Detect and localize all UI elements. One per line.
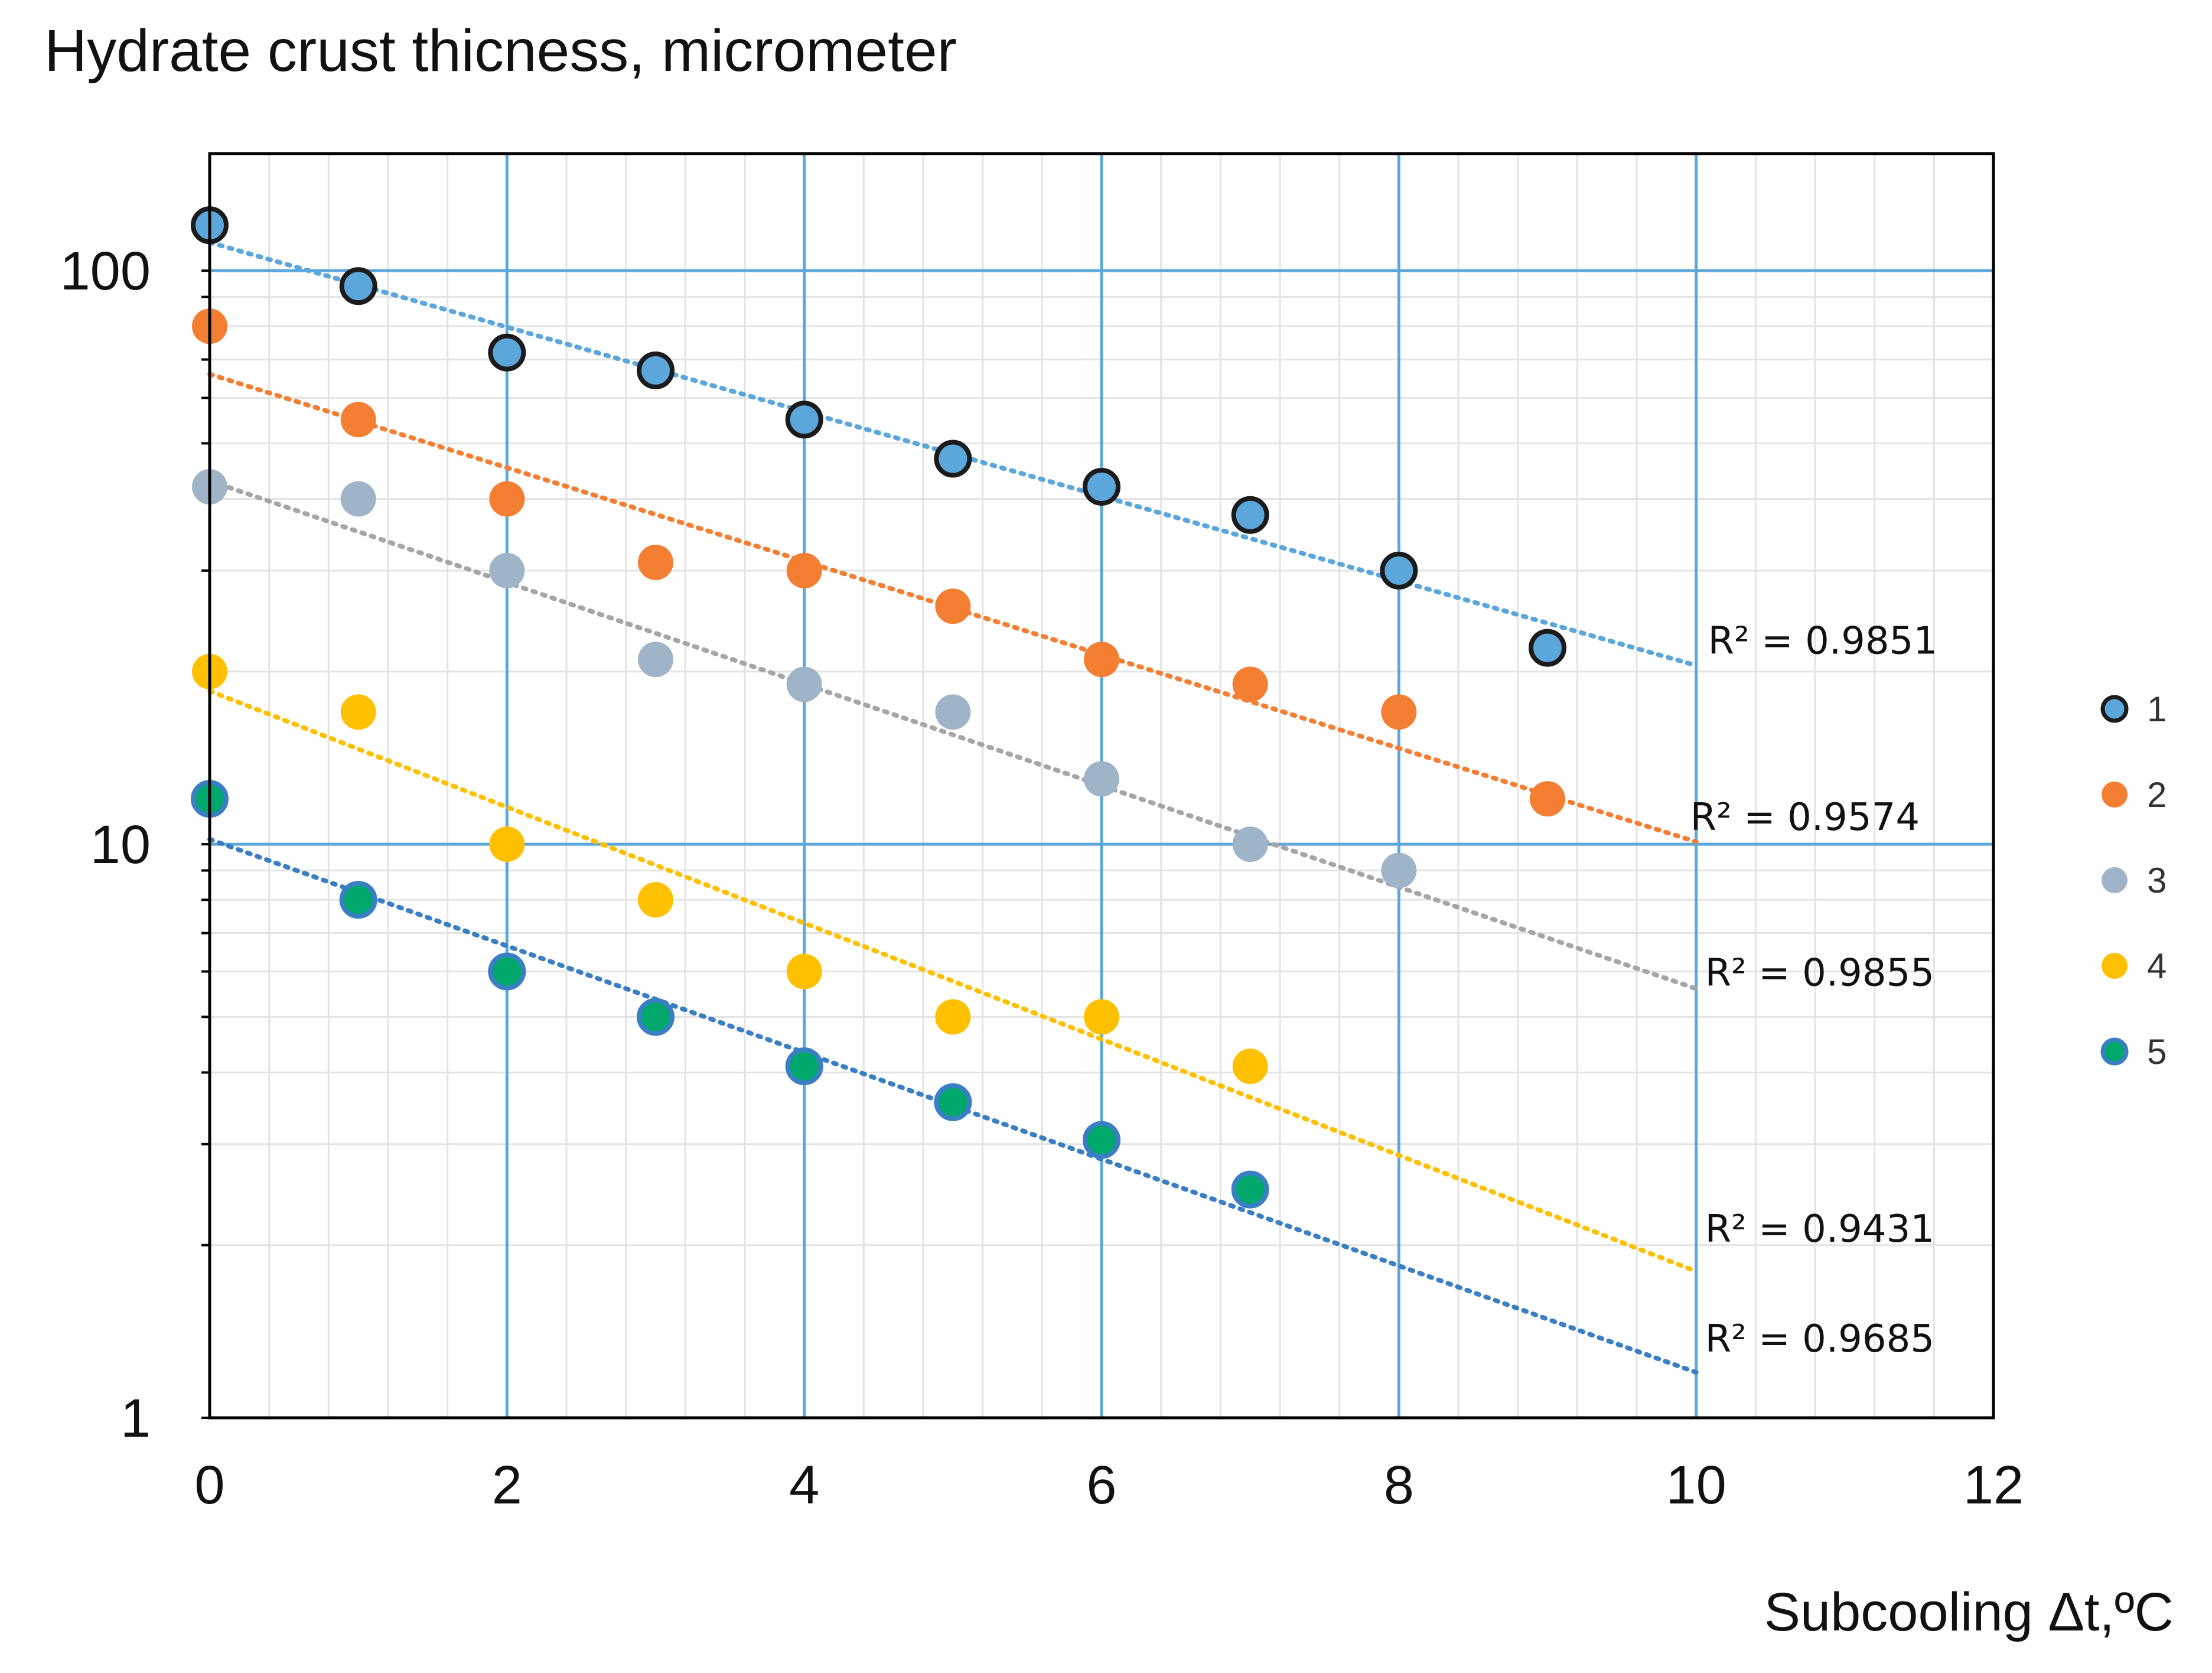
data-point-series-3: [1084, 761, 1119, 797]
r2-label-series-3: R² = 0.9855: [1705, 952, 1934, 995]
x-tick-label: 6: [1086, 1455, 1116, 1515]
data-point-series-5: [934, 1083, 972, 1121]
x-axis-label: Subcooling Δt,ºC: [1764, 1582, 2174, 1642]
legend-marker-series-2: [2102, 782, 2128, 808]
legend-label-series-1: 1: [2147, 689, 2167, 729]
data-point-series-4: [340, 694, 376, 730]
data-point-series-3: [786, 666, 822, 702]
data-point-series-1: [1380, 551, 1418, 590]
data-point-series-2: [638, 545, 673, 581]
legend-marker-series-3: [2102, 867, 2128, 893]
data-point-series-2: [1084, 642, 1119, 678]
data-point-series-2: [935, 588, 971, 624]
legend-label-series-4: 4: [2147, 946, 2167, 986]
data-point-series-5: [785, 1047, 823, 1086]
data-point-series-3: [935, 694, 971, 730]
data-point-series-1: [934, 440, 972, 478]
y-tick-label: 100: [60, 241, 151, 301]
data-point-series-5: [1083, 1121, 1120, 1159]
r2-label-series-1: R² = 0.9851: [1708, 619, 1937, 663]
data-point-series-1: [637, 351, 675, 390]
data-point-series-3: [340, 481, 376, 517]
data-point-series-4: [489, 826, 525, 862]
legend-label-series-3: 3: [2147, 861, 2167, 900]
plot-area-frame: [208, 152, 1995, 1420]
data-point-series-5: [637, 998, 675, 1036]
x-tick-label: 4: [789, 1455, 819, 1515]
data-point-series-4: [935, 999, 971, 1035]
data-point-series-1: [488, 333, 526, 372]
x-axis-ticks: 0 2 4 6 8 10 12: [194, 1455, 2024, 1515]
trendline-series-5: [207, 836, 1699, 1375]
legend: 1 2 3 4 5: [2100, 689, 2167, 1072]
data-point-series-3: [1381, 852, 1417, 888]
data-point-series-2: [1381, 694, 1417, 730]
data-point-series-4: [786, 953, 822, 990]
data-point-series-2: [489, 481, 525, 517]
y-tick-label: 10: [90, 815, 151, 875]
trendline-series-2: [207, 372, 1699, 844]
data-point-series-2: [1232, 666, 1268, 702]
trendline-series-4: [207, 688, 1699, 1274]
data-point-series-5: [1231, 1170, 1269, 1209]
data-point-series-1: [1083, 467, 1120, 506]
data-point-series-1: [1231, 496, 1269, 534]
r2-label-series-4: R² = 0.9431: [1705, 1207, 1934, 1251]
data-point-series-4: [1232, 1049, 1268, 1085]
data-point-series-1: [339, 267, 377, 305]
r2-labels: R² = 0.9851 R² = 0.9574 R² = 0.9855 R² = 0.…: [1690, 619, 1937, 1361]
x-tick-label: 10: [1666, 1455, 1726, 1515]
data-point-series-3: [489, 552, 525, 588]
data-point-series-3: [1232, 826, 1268, 862]
trendline-series-3: [207, 479, 1699, 991]
data-point-series-2: [1530, 781, 1565, 817]
x-tick-label: 12: [1963, 1455, 2024, 1515]
data-point-series-5: [339, 881, 377, 919]
legend-marker-series-4: [2102, 953, 2128, 979]
chart-title: Hydrate crust thicness, micrometer: [44, 18, 957, 84]
data-point-series-4: [638, 882, 673, 918]
x-tick-label: 8: [1384, 1455, 1414, 1515]
legend-label-series-2: 2: [2147, 775, 2167, 815]
r2-label-series-2: R² = 0.9574: [1690, 796, 1920, 839]
x-tick-label: 2: [492, 1455, 522, 1515]
data-point-series-2: [786, 552, 822, 588]
y-axis-ticks: 1 10 100: [60, 241, 151, 1449]
data-point-series-4: [1084, 999, 1119, 1035]
data-point-series-2: [340, 402, 376, 438]
data-point-series-3: [638, 642, 673, 678]
data-point-series-1: [785, 401, 823, 439]
data-point-series-1: [1529, 629, 1566, 667]
data-point-series-5: [488, 952, 526, 991]
legend-marker-series-5: [2100, 1037, 2129, 1066]
grid: [201, 154, 1993, 1419]
legend-label-series-5: 5: [2147, 1032, 2167, 1072]
x-tick-label: 0: [194, 1455, 224, 1515]
y-tick-label: 1: [120, 1388, 151, 1449]
r2-label-series-5: R² = 0.9685: [1705, 1317, 1934, 1361]
legend-marker-series-1: [2100, 695, 2129, 723]
